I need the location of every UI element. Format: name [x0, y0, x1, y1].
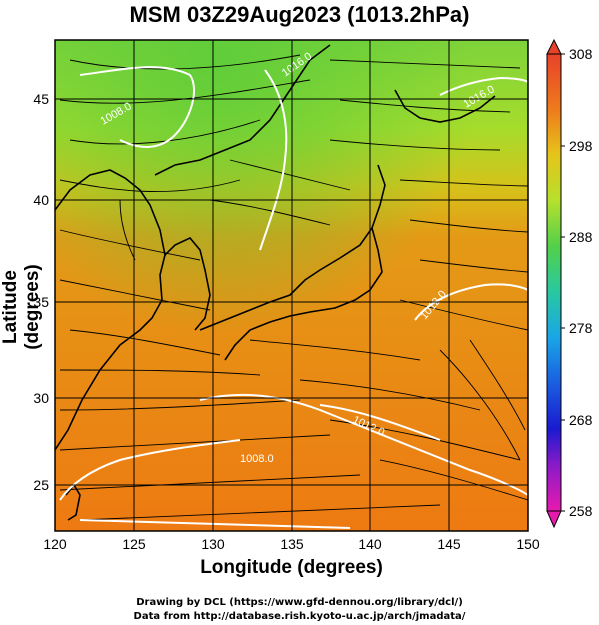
colorbar-tick-label: 298 [569, 138, 593, 154]
map-title: MSM 03Z29Aug2023 (1013.2hPa) [129, 2, 470, 27]
grid-lines [55, 40, 528, 531]
colorbar-top-arrow [546, 38, 562, 55]
credit-data: Data from http://database.rish.kyoto-u.a… [133, 611, 466, 622]
x-tick-label: 150 [516, 536, 540, 552]
y-tick-labels: 25 30 35 40 45 [33, 91, 49, 493]
colorbar-tick-label: 278 [569, 320, 593, 336]
x-tick-label: 145 [437, 536, 461, 552]
colorbar-tick-label: 308 [569, 46, 593, 62]
colorbar-tick-label: 258 [569, 503, 593, 519]
x-tick-label: 135 [280, 536, 304, 552]
colorbar [546, 38, 565, 529]
y-tick-label: 40 [33, 192, 49, 208]
x-tick-label: 130 [201, 536, 225, 552]
colorbar-tick-labels: 308 298 288 278 268 258 [569, 46, 593, 519]
y-tick-label: 45 [33, 91, 49, 107]
contour-label: 1008.0 [240, 453, 274, 465]
y-axis-label: Latitude (degrees) [0, 264, 43, 350]
colorbar-tick-label: 268 [569, 412, 593, 428]
isobar-contours [59, 66, 528, 529]
colorbar-bottom-arrow [546, 510, 562, 529]
colorbar-tick-label: 288 [569, 229, 593, 245]
x-tick-label: 125 [122, 536, 146, 552]
y-tick-label: 30 [33, 390, 49, 406]
x-tick-label: 120 [43, 536, 67, 552]
x-tick-labels: 120 125 130 135 140 145 150 [43, 536, 540, 552]
y-tick-label: 35 [33, 294, 49, 310]
coastlines [55, 44, 496, 521]
x-axis-label: Longitude (degrees) [200, 557, 383, 578]
x-tick-label: 140 [358, 536, 382, 552]
plot-frame [54, 39, 529, 532]
credit-drawing: Drawing by DCL (https://www.gfd-dennou.o… [136, 597, 463, 608]
colorbar-strip [546, 53, 562, 512]
y-tick-label: 25 [33, 477, 49, 493]
